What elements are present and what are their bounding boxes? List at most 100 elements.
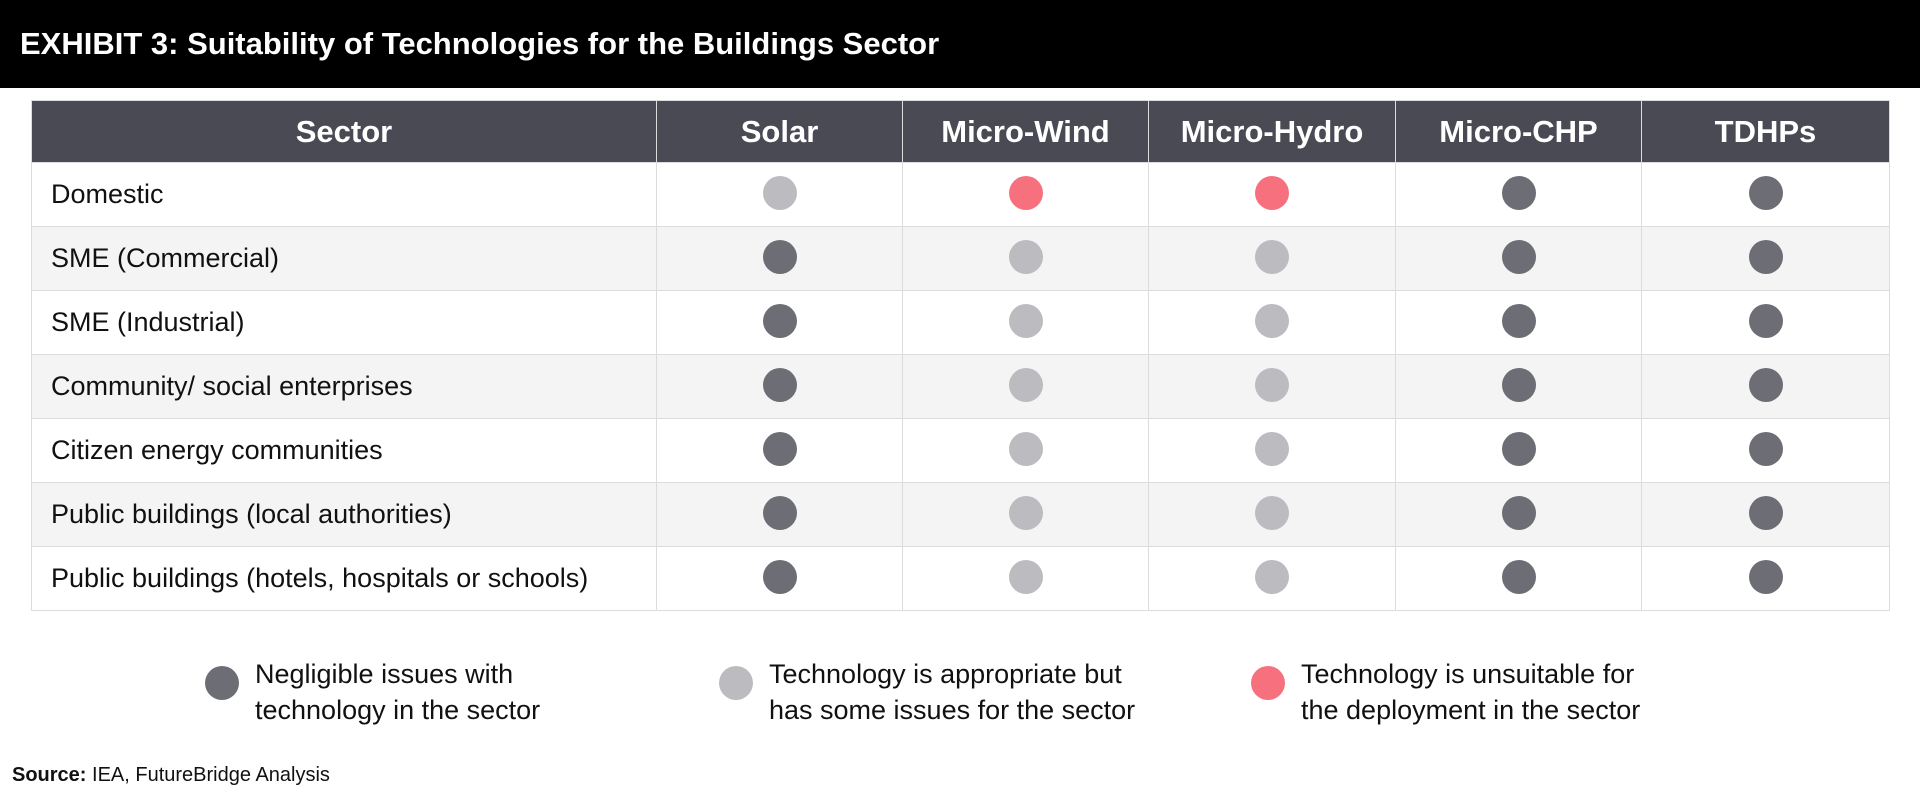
sector-label: Domestic	[31, 162, 657, 227]
rating-cell-micro-hydro	[1148, 290, 1396, 355]
rating-cell-micro-wind	[902, 418, 1149, 483]
legend-dot-light-icon	[719, 666, 753, 700]
rating-low-dot-icon	[762, 367, 797, 402]
rating-low-dot-icon	[762, 495, 797, 530]
rating-mid-dot-icon	[1008, 239, 1043, 274]
rating-low-dot-icon	[762, 239, 797, 274]
rating-low-dot-icon	[762, 303, 797, 338]
rating-mid-dot-icon	[1255, 495, 1289, 530]
sector-label: Public buildings (hotels, hospitals or s…	[31, 546, 657, 611]
rating-cell-micro-hydro	[1148, 354, 1396, 419]
rating-low-dot-icon	[1748, 175, 1783, 210]
suitability-table: Sector Solar Micro-Wind Micro-Hydro Micr…	[31, 100, 1890, 611]
rating-cell-micro-wind	[902, 546, 1149, 611]
rating-mid-dot-icon	[762, 175, 797, 210]
rating-cell-micro-chp	[1395, 418, 1642, 483]
rating-cell-solar	[656, 226, 903, 291]
rating-mid-dot-icon	[1255, 559, 1289, 594]
sector-label: SME (Industrial)	[31, 290, 657, 355]
rating-low-dot-icon	[1501, 495, 1536, 530]
legend-line: has some issues for the sector	[769, 695, 1136, 725]
rating-mid-dot-icon	[1008, 367, 1043, 402]
table-row: SME (Commercial)	[31, 226, 1890, 291]
column-header-sector: Sector	[31, 100, 657, 163]
rating-cell-micro-hydro	[1148, 162, 1396, 227]
rating-low-dot-icon	[1748, 239, 1783, 274]
source-note: Source: IEA, FutureBridge Analysis	[12, 764, 330, 787]
table-row: SME (Industrial)	[31, 290, 1890, 355]
rating-low-dot-icon	[1501, 367, 1536, 402]
rating-cell-tdhps	[1641, 354, 1890, 419]
rating-mid-dot-icon	[1008, 431, 1043, 466]
rating-cell-micro-chp	[1395, 546, 1642, 611]
rating-cell-solar	[656, 162, 903, 227]
table-row: Citizen energy communities	[31, 418, 1890, 483]
rating-low-dot-icon	[1501, 559, 1536, 594]
rating-low-dot-icon	[1501, 239, 1536, 274]
rating-high-dot-icon	[1008, 175, 1043, 210]
rating-cell-solar	[656, 290, 903, 355]
rating-cell-micro-wind	[902, 290, 1149, 355]
rating-low-dot-icon	[1748, 431, 1783, 466]
rating-mid-dot-icon	[1255, 367, 1289, 402]
rating-cell-micro-wind	[902, 354, 1149, 419]
legend-text: Technology is appropriate but has some i…	[769, 656, 1135, 728]
rating-cell-tdhps	[1641, 546, 1890, 611]
rating-mid-dot-icon	[1255, 303, 1289, 338]
rating-cell-micro-hydro	[1148, 546, 1396, 611]
source-text: IEA, FutureBridge Analysis	[92, 764, 330, 786]
rating-mid-dot-icon	[1255, 239, 1289, 274]
rating-cell-tdhps	[1641, 290, 1890, 355]
rating-low-dot-icon	[1748, 495, 1783, 530]
legend-dot-red-icon	[1251, 666, 1285, 700]
rating-cell-micro-wind	[902, 482, 1149, 547]
legend-line: technology in the sector	[255, 695, 541, 725]
sector-label: SME (Commercial)	[31, 226, 657, 291]
table-row: Domestic	[31, 162, 1890, 227]
rating-mid-dot-icon	[1008, 495, 1043, 530]
rating-mid-dot-icon	[1008, 303, 1043, 338]
rating-cell-tdhps	[1641, 482, 1890, 547]
legend-line: Technology is appropriate but	[769, 659, 1122, 689]
rating-cell-micro-wind	[902, 226, 1149, 291]
rating-low-dot-icon	[762, 431, 797, 466]
rating-cell-tdhps	[1641, 418, 1890, 483]
table-header-row: Sector Solar Micro-Wind Micro-Hydro Micr…	[31, 100, 1890, 163]
legend-dot-dark-icon	[205, 666, 239, 700]
rating-low-dot-icon	[1501, 175, 1536, 210]
rating-low-dot-icon	[1501, 431, 1536, 466]
column-header-micro-hydro: Micro-Hydro	[1148, 100, 1396, 163]
rating-mid-dot-icon	[1255, 431, 1289, 466]
rating-cell-tdhps	[1641, 226, 1890, 291]
rating-cell-micro-chp	[1395, 482, 1642, 547]
header-bar: EXHIBIT 3: Suitability of Technologies f…	[0, 0, 1920, 88]
rating-cell-micro-chp	[1395, 354, 1642, 419]
rating-cell-micro-chp	[1395, 290, 1642, 355]
rating-cell-micro-hydro	[1148, 226, 1396, 291]
rating-cell-solar	[656, 418, 903, 483]
table-row: Public buildings (local authorities)	[31, 482, 1890, 547]
rating-cell-micro-hydro	[1148, 418, 1396, 483]
rating-low-dot-icon	[1748, 367, 1783, 402]
rating-cell-solar	[656, 482, 903, 547]
legend-line: the deployment in the sector	[1301, 695, 1641, 725]
rating-low-dot-icon	[1748, 559, 1783, 594]
column-header-solar: Solar	[656, 100, 903, 163]
page-title: EXHIBIT 3: Suitability of Technologies f…	[20, 26, 940, 61]
legend-text: Negligible issues with technology in the…	[255, 656, 540, 728]
rating-mid-dot-icon	[1008, 559, 1043, 594]
legend-text: Technology is unsuitable for the deploym…	[1301, 656, 1640, 728]
rating-cell-micro-chp	[1395, 162, 1642, 227]
rating-cell-micro-wind	[902, 162, 1149, 227]
rating-low-dot-icon	[1748, 303, 1783, 338]
rating-cell-solar	[656, 354, 903, 419]
rating-high-dot-icon	[1255, 175, 1289, 210]
column-header-micro-wind: Micro-Wind	[902, 100, 1149, 163]
table-row: Public buildings (hotels, hospitals or s…	[31, 546, 1890, 611]
legend-line: Negligible issues with	[255, 659, 514, 689]
rating-cell-micro-chp	[1395, 226, 1642, 291]
rating-low-dot-icon	[762, 559, 797, 594]
table-row: Community/ social enterprises	[31, 354, 1890, 419]
column-header-micro-chp: Micro-CHP	[1395, 100, 1642, 163]
rating-low-dot-icon	[1501, 303, 1536, 338]
